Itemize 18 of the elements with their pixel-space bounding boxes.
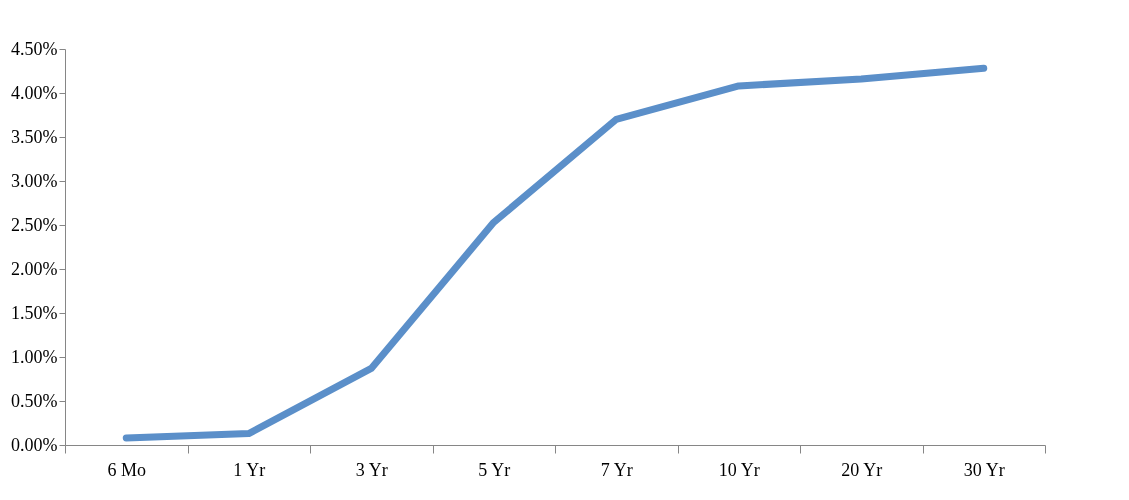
y-tick-label: 2.00% (11, 258, 58, 279)
y-tick-label: 1.00% (11, 346, 58, 367)
x-tick-label: 20 Yr (841, 459, 883, 480)
x-tick-label: 6 Mo (107, 459, 147, 480)
x-tick-label: 1 Yr (233, 459, 266, 480)
y-tick-label: 3.00% (11, 170, 58, 191)
x-tick-label: 7 Yr (600, 459, 633, 480)
x-tick-label: 5 Yr (478, 459, 511, 480)
x-tick-label: 30 Yr (963, 459, 1005, 480)
y-tick-label: 2.50% (11, 214, 58, 235)
x-tick-label: 10 Yr (718, 459, 760, 480)
y-tick-label: 4.00% (11, 82, 58, 103)
x-tick-label: 3 Yr (355, 459, 388, 480)
y-tick-label: 0.00% (11, 434, 58, 455)
y-tick-label: 4.50% (11, 38, 58, 59)
y-tick-label: 0.50% (11, 390, 58, 411)
y-tick-label: 3.50% (11, 126, 58, 147)
y-tick-label: 1.50% (11, 302, 58, 323)
